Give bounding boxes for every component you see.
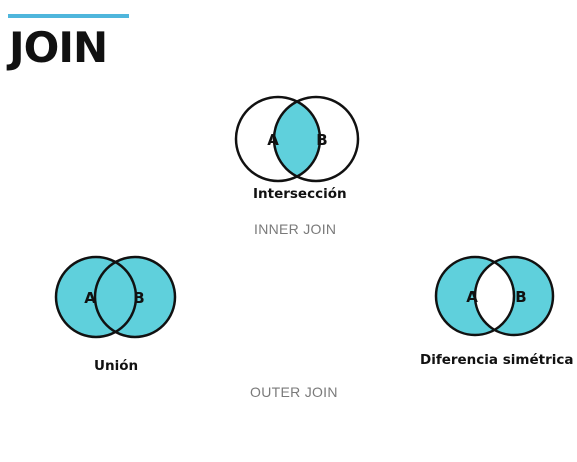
inner-join-label: INNER JOIN (254, 221, 337, 237)
symmetric-difference-caption: Diferencia simétrica (420, 352, 574, 368)
venn-label-a: A (466, 288, 478, 306)
venn-symmetric-difference: A B (434, 255, 555, 337)
venn-label-b: B (515, 288, 526, 306)
venn-label-a: A (84, 289, 96, 307)
venn-intersection-region (274, 97, 320, 181)
venn-label-b: B (316, 131, 327, 149)
venn-union: A B (54, 255, 177, 339)
venn-intersection-region (475, 257, 514, 335)
venn-label-a: A (267, 131, 279, 149)
intersection-caption: Intersección (253, 186, 347, 202)
title-accent-line (8, 14, 129, 18)
outer-join-label: OUTER JOIN (250, 384, 338, 400)
venn-label-b: B (133, 289, 144, 307)
slide-title: JOIN (9, 23, 108, 72)
venn-intersection: A B (234, 95, 360, 183)
union-caption: Unión (94, 358, 139, 374)
